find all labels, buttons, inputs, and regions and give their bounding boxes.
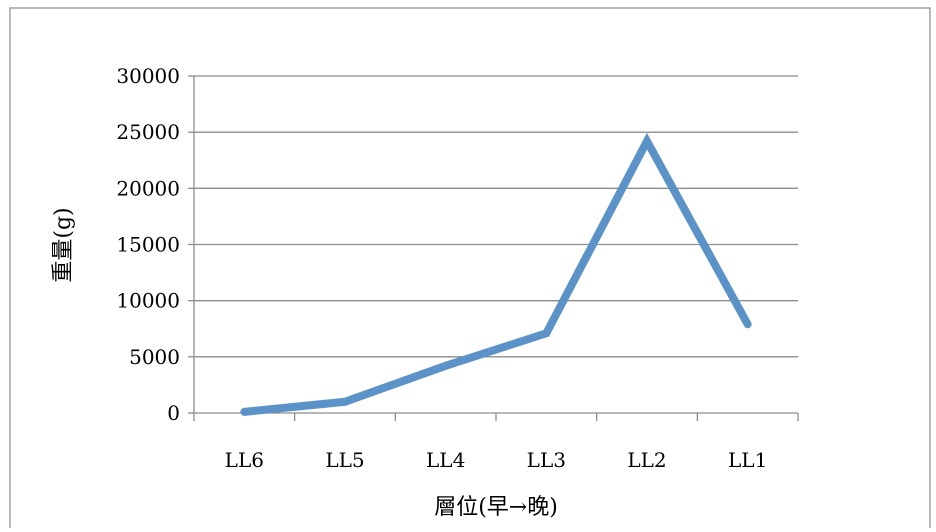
y-tick-label: 0 [167, 401, 180, 425]
y-tick-label: 25000 [116, 120, 180, 144]
y-tick-label: 30000 [116, 64, 180, 88]
data-point [243, 411, 245, 413]
series-line [240, 132, 752, 416]
y-axis-label: 重量(g) [51, 207, 76, 282]
tick-labels: 0 5000 10000 15000 20000 25000 30000 LL6 LL5 LL4 L… [116, 64, 767, 472]
series [240, 132, 752, 416]
x-tick-label: LL3 [527, 448, 566, 472]
x-tick-label: LL6 [225, 448, 264, 472]
y-tick-label: 15000 [116, 233, 180, 257]
x-tick-label: LL1 [728, 448, 767, 472]
data-point [747, 323, 749, 325]
x-tick-label: LL5 [325, 448, 364, 472]
chart-border [9, 7, 931, 532]
y-tick-label: 10000 [116, 289, 180, 313]
axes [188, 75, 799, 421]
gridlines [194, 75, 798, 358]
x-axis-label: 層位(早→晚) [434, 495, 558, 520]
data-point [344, 401, 346, 403]
x-tick-label: LL4 [426, 448, 465, 472]
data-point [445, 365, 447, 367]
y-tick-label: 20000 [116, 176, 180, 200]
data-point [646, 140, 648, 142]
y-tick-label: 5000 [129, 345, 180, 369]
data-point [545, 332, 547, 334]
x-tick-label: LL2 [627, 448, 666, 472]
